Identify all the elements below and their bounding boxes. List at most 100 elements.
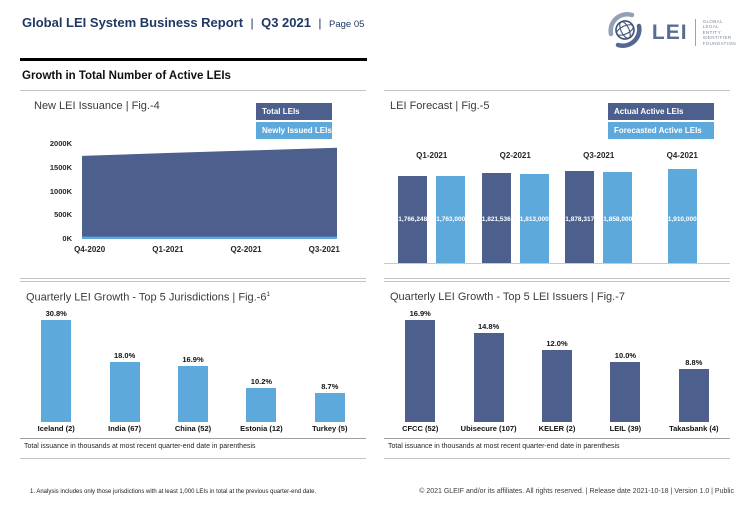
- panel-top5-jurisdictions: Quarterly LEI Growth - Top 5 Jurisdictio…: [20, 281, 366, 459]
- newly-issued-leis-area: [82, 236, 337, 239]
- section-rule: [20, 58, 367, 61]
- fig4-legend: Total LEIs Newly Issued LEIs: [256, 103, 332, 139]
- fig5-bar-value: 1,910,000: [667, 216, 697, 223]
- fig5-bar-value: 1,763,000: [436, 216, 466, 223]
- fig6-category-labels: Iceland (2) India (67) China (52) Estonia (…: [22, 424, 364, 433]
- logo-caption-line: FOUNDATION: [702, 40, 736, 46]
- bar-value-label: 8.8%: [685, 358, 703, 367]
- fig5-bar-pair: 1,821,536 1,813,000: [481, 173, 549, 263]
- bar-column: 10.0%: [591, 308, 659, 422]
- bar: [542, 350, 573, 422]
- bar-column: 12.0%: [523, 308, 591, 422]
- fig4-y-tick: 1000K: [49, 186, 72, 196]
- fig5-bar-pair: 1,910,000: [667, 169, 697, 263]
- fig6-note-divider: [20, 438, 366, 439]
- fig4-x-tick: Q2-2021: [230, 245, 262, 254]
- panel-top5-lei-issuers: Quarterly LEI Growth - Top 5 LEI Issuers…: [384, 281, 730, 459]
- bar-value-label: 8.7%: [321, 382, 339, 391]
- fig7-note: Total issuance in thousands at most rece…: [388, 443, 620, 450]
- category-label: CFCC (52): [402, 424, 439, 433]
- fig5-group: Q3-2021 1,878,317 1,858,000: [557, 151, 641, 263]
- bar-column: 8.8%: [660, 308, 728, 422]
- fig5-bar-pair: 1,878,317 1,858,000: [565, 171, 633, 263]
- category-label: KELER (2): [538, 424, 576, 433]
- fig5-quarter-label: Q3-2021: [583, 151, 615, 160]
- fig4-y-axis: 2000K 1500K 1000K 500K 0K: [20, 140, 72, 259]
- logo-caption-line: ENTITY: [702, 29, 721, 35]
- fig5-bar-value: 1,858,000: [603, 216, 633, 223]
- globe-icon: [605, 10, 645, 55]
- header-separator: |: [250, 16, 254, 30]
- bar-value-label: 16.9%: [409, 309, 431, 318]
- panel-new-lei-issuance: New LEI Issuance | Fig.-4 Total LEIs New…: [20, 90, 366, 279]
- actual-bar: 1,878,317: [565, 171, 595, 263]
- total-leis-area: [82, 147, 337, 239]
- category-label: China (52): [174, 424, 212, 433]
- bar-column: 30.8%: [22, 308, 90, 422]
- bar: [678, 369, 709, 422]
- bar: [109, 362, 140, 422]
- fig7-note-divider: [384, 438, 730, 439]
- bar-column: 14.8%: [454, 308, 522, 422]
- bar-column: 16.9%: [159, 308, 227, 422]
- fig5-bar-value: 1,878,317: [565, 216, 595, 223]
- bar-value-label: 14.8%: [477, 322, 500, 331]
- fig5-bar-value: 1,813,000: [519, 216, 549, 223]
- fig5-quarter-label: Q2-2021: [499, 151, 531, 160]
- category-label: Iceland (2): [37, 424, 75, 433]
- category-label: Turkey (5): [312, 424, 348, 433]
- forecast-bar: 1,763,000: [436, 176, 466, 263]
- report-title: Global LEI System Business Report: [22, 15, 244, 30]
- fig5-legend: Actual Active LEIs Forecasted Active LEI…: [608, 103, 714, 139]
- fig6-title-text: Quarterly LEI Growth - Top 5 Jurisdictio…: [26, 291, 267, 304]
- logo-caption: GLOBAL LEGAL ENTITY IDENTIFIER FOUNDATIO…: [703, 19, 736, 47]
- bar-value-label: 18.0%: [113, 351, 136, 360]
- legend-actual-active-leis: Actual Active LEIs: [608, 103, 714, 120]
- bar-column: 10.2%: [227, 308, 295, 422]
- header-separator: |: [318, 16, 322, 30]
- fig5-quarter-label: Q4-2021: [666, 151, 698, 160]
- fig6-title-superscript: 1: [266, 291, 271, 298]
- fig5-bar-value: 1,766,248: [398, 216, 428, 223]
- panel-lei-forecast: LEI Forecast | Fig.-5 Actual Active LEIs…: [384, 90, 730, 279]
- analysis-footnote: 1. Analysis includes only those jurisdic…: [30, 489, 317, 495]
- fig7-category-labels: CFCC (52) Ubisecure (107) KELER (2) LEIL (3…: [386, 424, 728, 433]
- category-label: Ubisecure (107): [460, 424, 517, 433]
- bar-column: 18.0%: [90, 308, 158, 422]
- fig4-x-axis: Q4-2020 Q1-2021 Q2-2021 Q3-2021: [74, 245, 340, 255]
- fig7-title: Quarterly LEI Growth - Top 5 LEI Issuers…: [390, 291, 625, 303]
- bar: [473, 333, 504, 422]
- report-header: Global LEI System Business Report | Q3 2…: [22, 14, 364, 32]
- bar-column: 8.7%: [296, 308, 364, 422]
- fig6-bars: 30.8% 18.0% 16.9% 10.2% 8.7%: [22, 308, 364, 422]
- section-title: Growth in Total Number of Active LEIs: [22, 70, 231, 82]
- fig6-title: Quarterly LEI Growth - Top 5 Jurisdictio…: [26, 291, 270, 304]
- fig5-bar-value: 1,821,536: [481, 216, 511, 223]
- forecast-bar: 1,858,000: [603, 172, 633, 263]
- logo-caption-line: GLOBAL: [702, 18, 723, 24]
- bar-value-label: 16.9%: [182, 355, 204, 364]
- logo-caption-line: IDENTIFIER: [702, 35, 732, 41]
- fig4-area-plot: [82, 144, 337, 239]
- fig5-group: Q2-2021 1,821,536 1,813,000: [474, 151, 558, 263]
- bar: [610, 362, 641, 422]
- bar-column: 16.9%: [386, 308, 454, 422]
- logo-divider: [694, 19, 696, 46]
- copyright-footer: © 2021 GLEIF and/or its affiliates. All …: [419, 488, 734, 495]
- fig5-group: Q4-2021 1,910,000: [641, 151, 725, 263]
- fig4-y-tick: 1500K: [49, 162, 72, 172]
- bar: [314, 393, 345, 422]
- bar: [178, 366, 209, 422]
- legend-newly-issued-leis: Newly Issued LEIs: [256, 122, 332, 139]
- fig5-group: Q1-2021 1,766,248 1,763,000: [390, 151, 474, 263]
- gleif-logo: LEI GLOBAL LEGAL ENTITY IDENTIFIER FOUND…: [605, 10, 736, 55]
- bar: [246, 388, 277, 422]
- page-number: Page 05: [329, 19, 365, 30]
- fig4-area-svg: [82, 147, 337, 239]
- fig6-note: Total issuance in thousands at most rece…: [24, 443, 256, 450]
- fig5-bar-pair: 1,766,248 1,763,000: [398, 176, 466, 263]
- forecast-bar: 1,813,000: [519, 174, 549, 263]
- fig4-x-tick: Q3-2021: [308, 245, 340, 254]
- logo-caption-line: LEGAL: [702, 24, 720, 30]
- fig4-y-tick: 2000K: [49, 139, 72, 148]
